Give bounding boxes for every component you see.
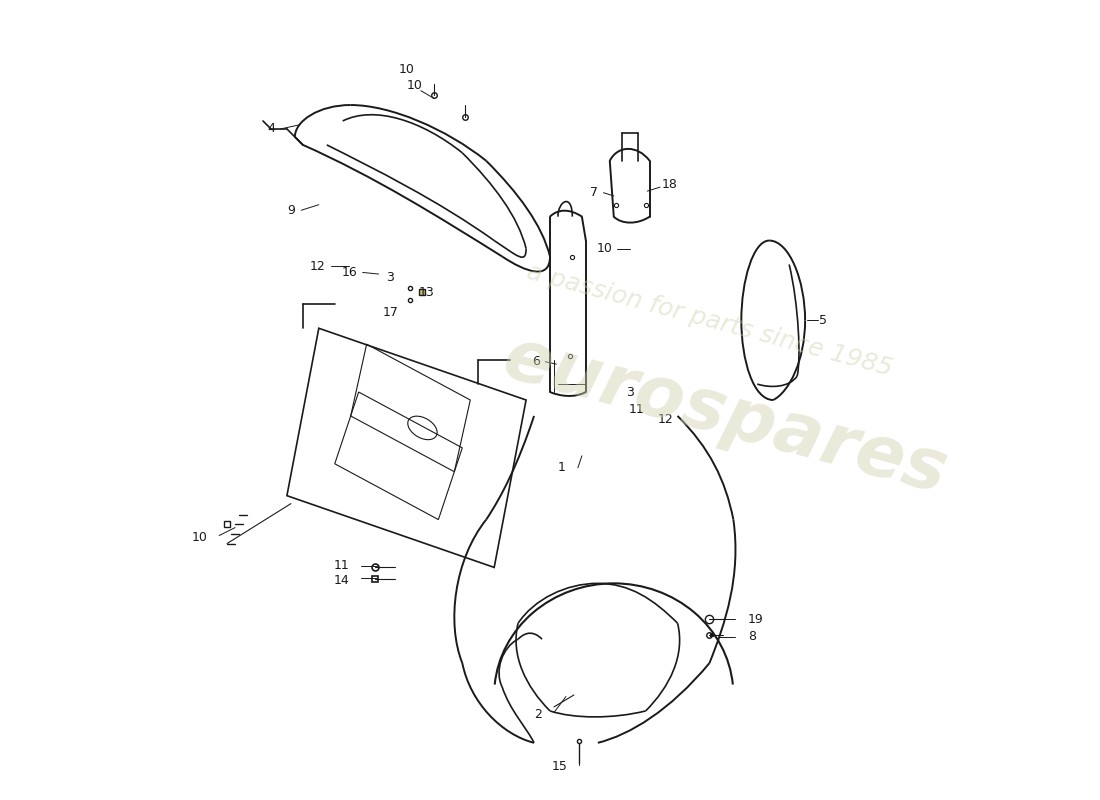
Text: 13: 13 bbox=[418, 286, 434, 299]
Text: a passion for parts since 1985: a passion for parts since 1985 bbox=[524, 260, 895, 381]
Text: 1: 1 bbox=[558, 462, 565, 474]
Text: 14: 14 bbox=[333, 574, 349, 586]
Text: 5: 5 bbox=[820, 314, 827, 326]
Text: 12: 12 bbox=[309, 259, 326, 273]
Text: 2: 2 bbox=[535, 709, 542, 722]
Text: eurospares: eurospares bbox=[496, 323, 955, 508]
Text: 17: 17 bbox=[383, 306, 398, 319]
Text: 18: 18 bbox=[661, 178, 678, 191]
Text: 10: 10 bbox=[398, 62, 415, 76]
Text: 8: 8 bbox=[748, 630, 756, 643]
Text: 10: 10 bbox=[596, 242, 613, 255]
Text: 11: 11 bbox=[333, 559, 349, 572]
Text: 12: 12 bbox=[658, 413, 673, 426]
Text: 9: 9 bbox=[287, 204, 295, 217]
Text: 19: 19 bbox=[748, 613, 763, 626]
Text: 16: 16 bbox=[341, 266, 358, 279]
Text: 7: 7 bbox=[590, 186, 597, 199]
Text: 10: 10 bbox=[191, 531, 207, 545]
Text: 4: 4 bbox=[267, 122, 275, 135]
Text: 15: 15 bbox=[552, 760, 568, 774]
Text: 3: 3 bbox=[626, 386, 634, 398]
Text: 3: 3 bbox=[386, 270, 395, 284]
Text: 6: 6 bbox=[531, 355, 540, 368]
Text: 10: 10 bbox=[407, 78, 422, 91]
Text: 11: 11 bbox=[628, 403, 645, 416]
